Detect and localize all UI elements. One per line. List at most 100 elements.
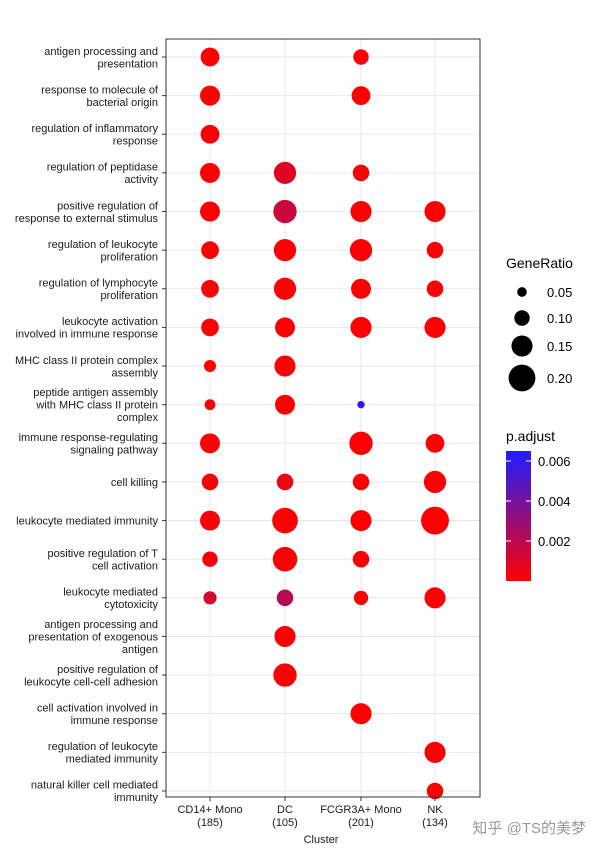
data-point [350, 510, 372, 532]
y-tick-label: regulation of peptidase activity [47, 162, 159, 187]
data-point [275, 317, 295, 338]
data-point [351, 86, 371, 106]
data-point [203, 591, 217, 605]
data-point [273, 199, 297, 224]
size-legend-label: 0.15 [547, 339, 572, 354]
size-legend-label: 0.20 [547, 371, 572, 386]
x-tick-label: FCGR3A+ Mono [320, 804, 402, 816]
data-point [201, 318, 219, 337]
data-point [352, 164, 370, 182]
size-legend-dot [508, 364, 536, 392]
data-point [349, 431, 373, 455]
data-point [272, 507, 298, 534]
data-point [357, 400, 365, 409]
color-legend-title: p.adjust [506, 428, 555, 444]
data-point [200, 85, 220, 106]
watermark: 知乎 @TS的美梦 [472, 820, 586, 837]
data-point [423, 470, 447, 494]
data-point [200, 510, 220, 531]
data-point [352, 550, 370, 568]
color-legend: p.adjust 0.002 0.004 0.006 [506, 428, 571, 581]
y-tick-label: regulation of inflammatory response [31, 123, 158, 148]
data-point [204, 360, 216, 373]
y-tick-label: positive regulation of response to extern… [15, 200, 159, 225]
data-point [273, 277, 297, 300]
x-tick-label: DC [277, 804, 293, 816]
data-point [350, 316, 372, 338]
y-tick-label: response to molecule of bacterial origin [41, 84, 159, 109]
data-point [276, 589, 294, 607]
data-point [200, 201, 220, 222]
data-point [424, 587, 446, 609]
y-tick-label: immune response-regulating signaling path… [19, 432, 159, 457]
size-legend-dot [514, 310, 530, 326]
color-legend-label: 0.002 [538, 534, 571, 549]
data-point [200, 162, 220, 183]
data-point [424, 741, 446, 763]
data-point [351, 278, 371, 299]
y-tick-label: antigen processing and presentation [44, 46, 158, 71]
y-axis: antigen processing and presentation respon… [15, 46, 166, 804]
y-tick-label: antigen processing and presentation of ex… [28, 619, 158, 656]
data-point [272, 546, 298, 572]
size-legend: GeneRatio 0.05 0.10 0.15 0.20 [506, 255, 573, 392]
size-legend-label: 0.05 [547, 285, 572, 300]
data-point [276, 473, 294, 491]
data-point [426, 782, 444, 800]
y-tick-label: regulation of leukocyte mediated immunity [48, 741, 159, 766]
data-point [273, 239, 297, 262]
data-point [353, 49, 369, 65]
data-point [204, 399, 216, 411]
x-tick-count: (185) [197, 817, 223, 829]
size-legend-title: GeneRatio [506, 255, 573, 271]
panel-background [166, 39, 480, 797]
size-legend-dot [517, 287, 527, 297]
data-point [201, 279, 219, 298]
x-axis: CD14+ Mono(185) DC(105) FCGR3A+ Mono(201) N… [177, 797, 448, 829]
size-legend-dot [511, 335, 533, 357]
panel-border [165, 38, 481, 798]
data-point [201, 473, 219, 491]
color-legend-label: 0.006 [538, 454, 571, 469]
data-point [200, 47, 220, 67]
data-point [349, 239, 373, 262]
x-axis-title: Cluster [304, 834, 339, 846]
data-point [350, 703, 372, 725]
data-point [200, 124, 220, 144]
y-tick-label: cell killing [111, 477, 158, 489]
color-bar [506, 451, 531, 581]
y-tick-label: peptide antigen assembly with MHC class I… [33, 387, 158, 424]
y-tick-label: leukocyte activation involved in immune r… [16, 316, 158, 341]
y-tick-label: MHC class II protein complex assembly [15, 355, 159, 380]
size-legend-label: 0.10 [547, 311, 572, 326]
plot-panel [165, 38, 481, 800]
x-tick-count: (134) [422, 817, 448, 829]
data-point [425, 433, 445, 453]
y-tick-label: leukocyte mediated cytotoxicity [63, 587, 158, 612]
data-point [273, 663, 297, 687]
data-point [421, 506, 449, 535]
x-tick-label: CD14+ Mono [177, 804, 242, 816]
data-point [353, 590, 369, 605]
data-point [426, 241, 444, 259]
x-tick-count: (105) [272, 817, 298, 829]
data-point [202, 551, 218, 567]
x-tick-count: (201) [348, 817, 374, 829]
data-point [424, 200, 446, 223]
y-tick-label: natural killer cell mediated immunity [31, 780, 159, 805]
x-tick-label: NK [427, 804, 443, 816]
data-point [426, 280, 444, 298]
data-point [275, 394, 295, 415]
data-point [274, 625, 296, 647]
data-point [273, 161, 297, 185]
data-point [201, 241, 219, 259]
data-point [352, 473, 370, 491]
y-tick-label: regulation of lymphocyte proliferation [39, 278, 158, 303]
y-tick-label: cell activation involved in immune respon… [37, 702, 158, 727]
color-legend-label: 0.004 [538, 494, 571, 509]
y-tick-label: positive regulation of leukocyte cell-cel… [24, 664, 159, 689]
data-point [350, 200, 372, 223]
data-point [424, 316, 446, 338]
